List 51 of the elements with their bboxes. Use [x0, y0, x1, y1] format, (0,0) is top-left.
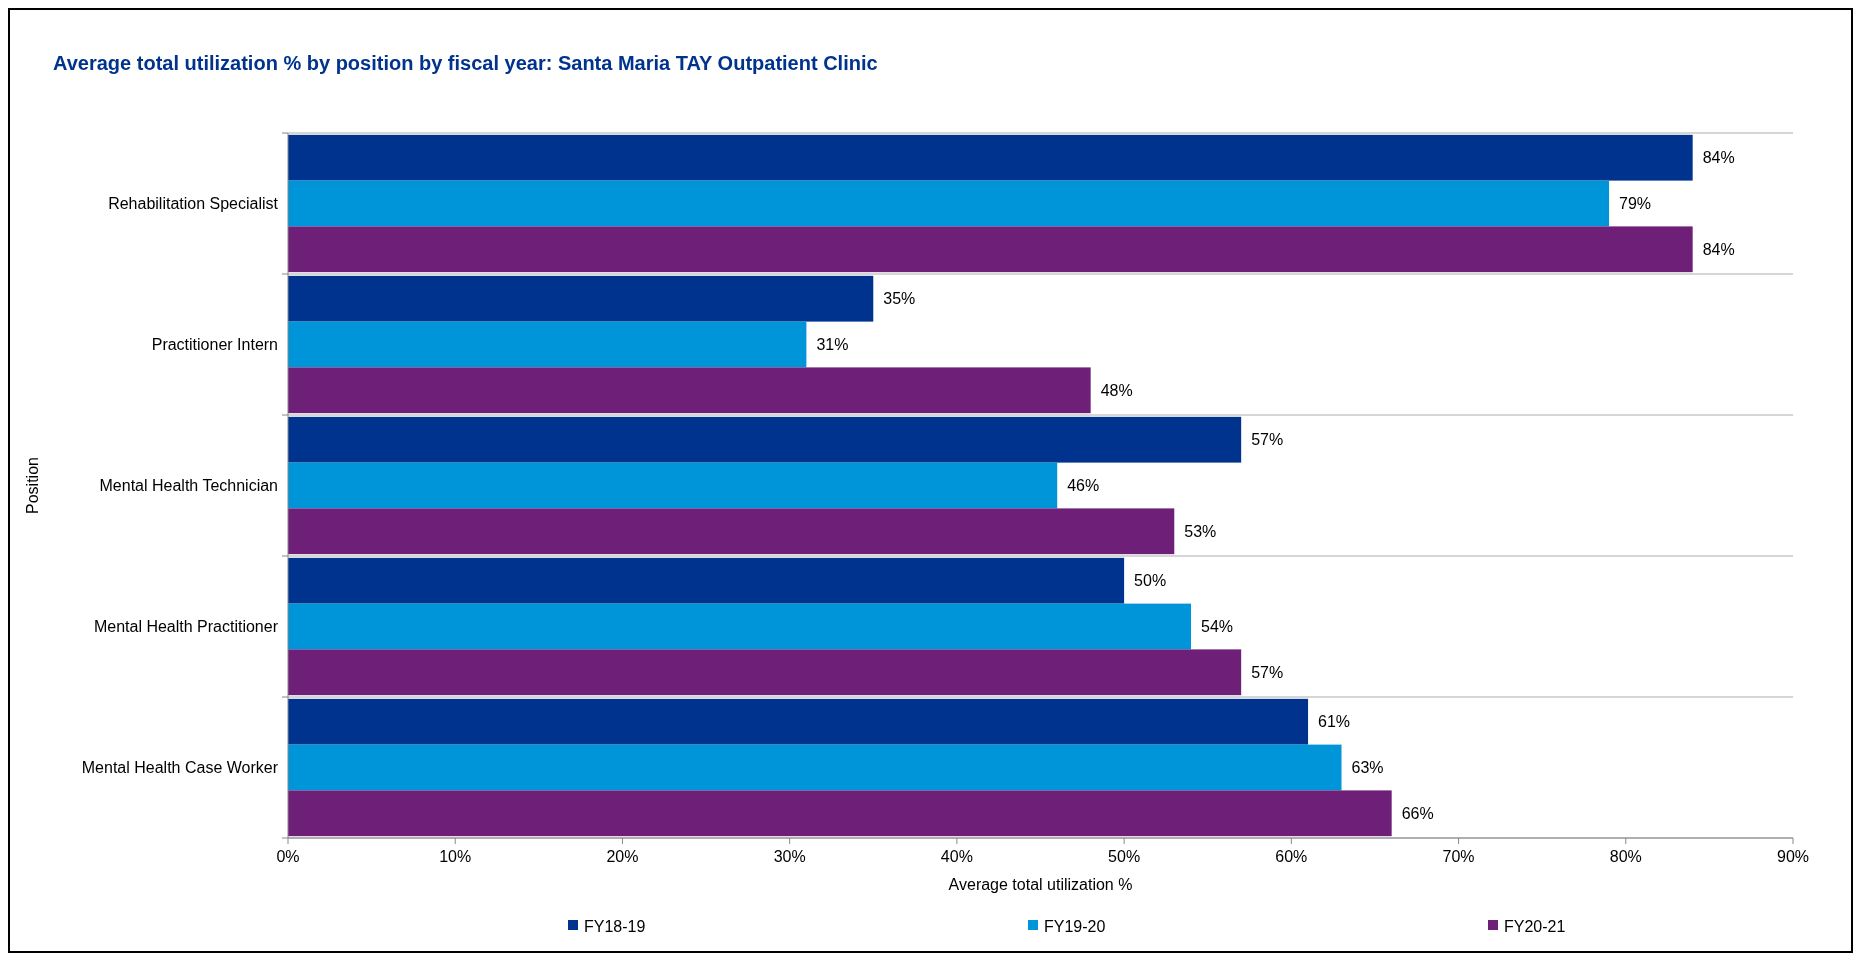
bar — [288, 275, 874, 322]
data-label: 66% — [1401, 804, 1434, 822]
x-tick-label: 80% — [1609, 848, 1642, 865]
bar — [288, 603, 1191, 650]
bar — [288, 226, 1693, 273]
x-tick-label: 40% — [940, 848, 973, 865]
y-tick-label: Mental Health Technician — [99, 477, 278, 495]
data-label: 61% — [1318, 713, 1351, 731]
bar — [288, 508, 1175, 555]
chart-title: Average total utilization % by position by fiscal year: Santa Maria TAY Outpatient Clinic — [53, 52, 878, 74]
legend-label: FY18-19 — [584, 917, 646, 935]
x-tick-label: 20% — [606, 848, 639, 865]
bar — [288, 367, 1091, 414]
bar — [288, 557, 1125, 604]
bar — [288, 321, 807, 368]
data-label: 84% — [1702, 149, 1735, 167]
data-label: 48% — [1100, 381, 1133, 399]
x-axis-title: Average total utilization % — [948, 876, 1133, 893]
data-label: 57% — [1251, 431, 1284, 449]
x-tick-label: 90% — [1776, 848, 1810, 865]
data-label: 46% — [1067, 477, 1100, 495]
x-tick-label: 10% — [439, 848, 472, 865]
bar — [288, 744, 1342, 791]
x-tick-label: 60% — [1275, 848, 1308, 865]
data-label: 57% — [1251, 663, 1284, 681]
x-tick-label: 30% — [773, 848, 806, 865]
x-tick-label: 0% — [276, 848, 300, 865]
bar — [288, 416, 1242, 463]
bar — [288, 180, 1610, 227]
x-tick-label: 50% — [1108, 848, 1141, 865]
bar — [288, 790, 1392, 837]
y-tick-label: Practitioner Intern — [151, 336, 278, 354]
data-label: 79% — [1619, 195, 1652, 213]
y-tick-label: Rehabilitation Specialist — [108, 195, 279, 213]
y-tick-label: Mental Health Case Worker — [81, 759, 279, 777]
bar — [288, 134, 1693, 181]
bar — [288, 698, 1309, 745]
data-label: 35% — [883, 290, 916, 308]
y-tick-label: Mental Health Practitioner — [93, 618, 279, 636]
data-label: 50% — [1134, 572, 1167, 590]
data-label: 31% — [816, 336, 849, 354]
bar — [288, 462, 1058, 509]
data-label: 63% — [1351, 759, 1384, 777]
x-tick-label: 70% — [1442, 848, 1475, 865]
data-label: 54% — [1201, 618, 1234, 636]
data-label: 53% — [1184, 522, 1217, 540]
data-label: 84% — [1702, 240, 1735, 258]
y-axis-title: Position — [24, 457, 41, 514]
legend-label: FY20-21 — [1504, 917, 1566, 935]
bar — [288, 649, 1242, 696]
legend-label: FY19-20 — [1044, 917, 1106, 935]
